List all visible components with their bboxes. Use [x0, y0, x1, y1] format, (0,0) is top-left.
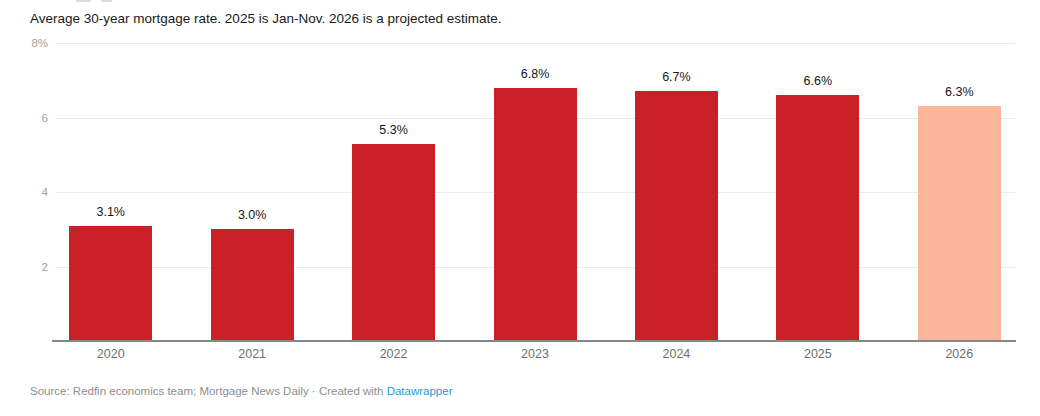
mortgage-rate-chart: Average 30-year mortgage rate. 2025 is J… — [0, 0, 1040, 416]
y-axis-label-6: 6 — [14, 111, 48, 125]
x-axis-label-2024: 2024 — [626, 347, 726, 362]
bar-value-label-2020: 3.1% — [71, 205, 151, 220]
bar-value-label-2021: 3.0% — [212, 208, 292, 223]
bar-value-label-2024: 6.7% — [636, 70, 716, 85]
chart-footer: Source: Redfin economics team; Mortgage … — [30, 384, 453, 398]
bar-value-label-2022: 5.3% — [354, 123, 434, 138]
x-axis-label-2026: 2026 — [909, 347, 1009, 362]
y-axis-label-8: 8% — [14, 36, 48, 50]
bar-2025[interactable] — [776, 95, 859, 341]
gridline-8 — [55, 43, 1015, 44]
x-axis-label-2023: 2023 — [485, 347, 585, 362]
bar-2021[interactable] — [211, 229, 294, 341]
x-axis-label-2022: 2022 — [344, 347, 444, 362]
bar-2022[interactable] — [352, 144, 435, 341]
bar-value-label-2025: 6.6% — [778, 74, 858, 89]
x-axis-label-2020: 2020 — [61, 347, 161, 362]
bar-2020[interactable] — [69, 226, 152, 341]
y-axis-label-4: 4 — [14, 185, 48, 199]
x-axis-label-2021: 2021 — [202, 347, 302, 362]
bar-value-label-2026: 6.3% — [919, 85, 999, 100]
x-axis-label-2025: 2025 — [768, 347, 868, 362]
y-axis-label-2: 2 — [14, 260, 48, 274]
plot-area: 8% 6 4 2 3.1% 2020 3.0% 2021 5.3% 2022 6.8% 2023 6.7… — [0, 0, 1040, 416]
source-text: Source: Redfin economics team; Mortgage … — [30, 385, 387, 397]
datawrapper-link[interactable]: Datawrapper — [387, 385, 453, 397]
bar-2024[interactable] — [635, 91, 718, 341]
bar-value-label-2023: 6.8% — [495, 67, 575, 82]
bar-2026[interactable] — [918, 106, 1001, 341]
bar-2023[interactable] — [494, 88, 577, 341]
x-axis-line — [52, 340, 1016, 342]
